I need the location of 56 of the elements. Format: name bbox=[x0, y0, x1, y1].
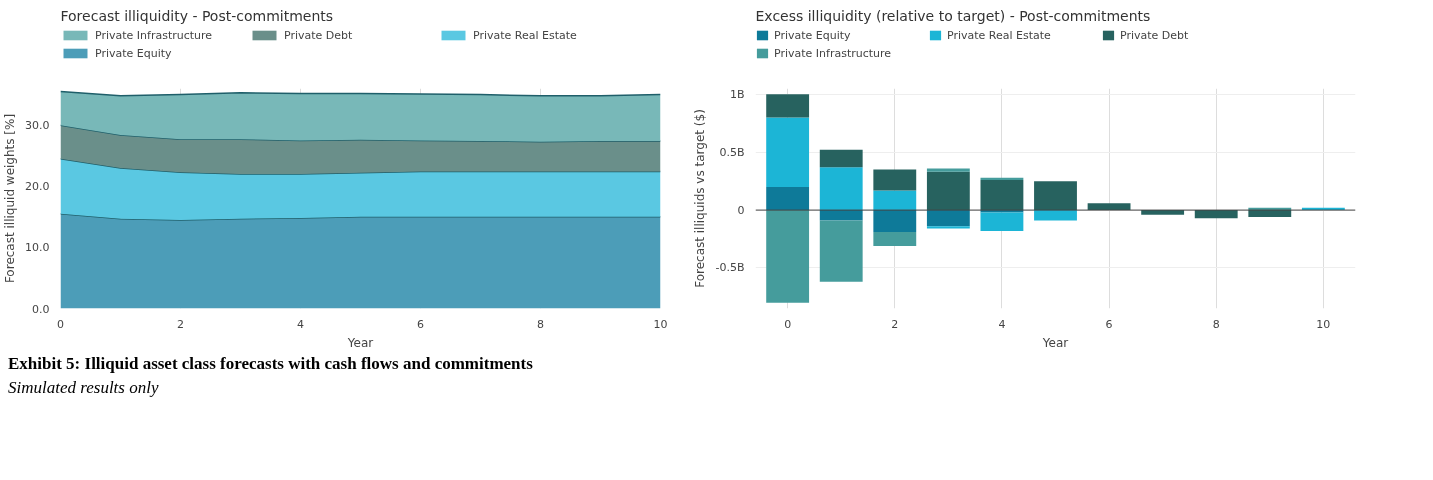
y-tick-label: 30.0 bbox=[25, 119, 50, 133]
x-tick-label: 4 bbox=[998, 317, 1006, 331]
legend-label: Private Infrastructure bbox=[774, 46, 893, 60]
legend-label: Private Equity bbox=[95, 46, 173, 60]
bar bbox=[926, 210, 970, 227]
bar bbox=[819, 149, 863, 168]
bar bbox=[819, 167, 863, 211]
legend-label: Private Debt bbox=[1120, 28, 1190, 42]
x-tick-label: 8 bbox=[537, 317, 544, 331]
y-tick-label: 0.0 bbox=[32, 302, 50, 316]
bar bbox=[766, 117, 810, 187]
legend-label: Private Real Estate bbox=[473, 28, 578, 42]
x-tick-label: 2 bbox=[891, 317, 899, 331]
x-axis-title: Year bbox=[346, 335, 374, 350]
bar bbox=[819, 220, 863, 282]
x-tick-label: 6 bbox=[417, 317, 424, 331]
bar bbox=[980, 179, 1024, 211]
bar bbox=[926, 168, 970, 172]
text: Exhibit 5: Illiquid asset class forecasts with cash flows and commitments bbox=[8, 353, 533, 375]
x-tick-label: 8 bbox=[1212, 317, 1220, 331]
bar bbox=[873, 210, 917, 233]
y-tick-label: 0 bbox=[737, 203, 745, 217]
bar bbox=[926, 171, 970, 211]
x-tick-label: 4 bbox=[297, 317, 304, 331]
chart-title: Forecast illiquidity - Post-commitments bbox=[60, 7, 334, 24]
y-axis-title: Forecast illiquid weights [%] bbox=[3, 113, 18, 284]
x-tick-label: 6 bbox=[1105, 317, 1113, 331]
bar bbox=[873, 232, 917, 246]
y-tick-label: 1B bbox=[729, 87, 745, 101]
bar bbox=[766, 186, 810, 211]
legend-label: Private Equity bbox=[774, 28, 852, 42]
bar bbox=[980, 212, 1024, 231]
x-tick-label: 0 bbox=[57, 317, 64, 331]
legend-label: Private Debt bbox=[284, 28, 354, 42]
bar bbox=[766, 94, 810, 118]
x-tick-label: 10 bbox=[1316, 317, 1331, 331]
legend-label: Private Real Estate bbox=[947, 28, 1052, 42]
y-tick-label: 20.0 bbox=[25, 180, 50, 194]
text: Simulated results only bbox=[8, 377, 159, 400]
bar bbox=[926, 226, 970, 229]
bar bbox=[873, 169, 917, 191]
y-tick-label: -0.5B bbox=[715, 261, 745, 275]
bar bbox=[819, 210, 863, 221]
y-tick-label: 0.5B bbox=[719, 145, 745, 159]
x-tick-label: 10 bbox=[653, 317, 668, 331]
x-tick-label: 2 bbox=[177, 317, 184, 331]
x-tick-label: 0 bbox=[784, 317, 792, 331]
y-tick-label: 10.0 bbox=[25, 241, 50, 255]
bar bbox=[1034, 210, 1077, 221]
legend-label: Private Infrastructure bbox=[95, 28, 214, 42]
bar bbox=[1034, 181, 1077, 211]
y-axis-title: Forecast illiquids vs target ($) bbox=[693, 109, 708, 288]
chart-title: Excess illiquidity (relative to target) - Post-commitments bbox=[755, 7, 1151, 24]
bar bbox=[873, 190, 917, 211]
bar bbox=[766, 210, 810, 303]
x-axis-title: Year bbox=[1041, 335, 1069, 350]
